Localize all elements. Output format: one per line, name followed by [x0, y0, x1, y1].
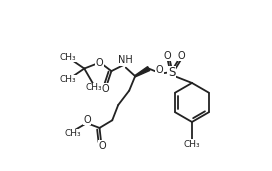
Text: CH₃: CH₃ — [184, 140, 200, 149]
Text: CH₃: CH₃ — [65, 129, 82, 138]
Text: O: O — [156, 65, 163, 75]
Polygon shape — [135, 67, 150, 77]
Text: O: O — [163, 51, 171, 61]
Text: S: S — [168, 66, 175, 79]
Text: CH₃: CH₃ — [85, 83, 102, 92]
Text: O: O — [96, 58, 103, 68]
Text: O: O — [178, 51, 186, 61]
Text: CH₃: CH₃ — [60, 53, 76, 62]
Text: O: O — [102, 84, 109, 94]
Text: NH: NH — [118, 55, 132, 65]
Text: O: O — [98, 141, 106, 151]
Text: CH₃: CH₃ — [60, 75, 76, 84]
Text: O: O — [83, 115, 91, 125]
